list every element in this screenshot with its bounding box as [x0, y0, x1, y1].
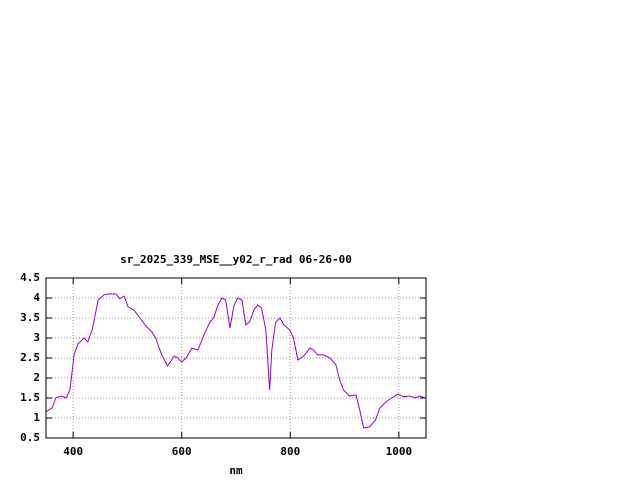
- plot-frame: [45, 277, 427, 439]
- y-tick-label: 0.5: [20, 431, 40, 444]
- data-line: [45, 293, 427, 429]
- x-axis-label: nm: [229, 464, 243, 477]
- y-tick-label: 1: [33, 411, 40, 424]
- x-tick-label: 600: [172, 445, 192, 458]
- y-tick-label: 2.5: [20, 351, 40, 364]
- y-tick-label: 4: [33, 291, 40, 304]
- x-tick-label: 400: [63, 445, 83, 458]
- y-tick-label: 1.5: [20, 391, 40, 404]
- y-tick-label: 3: [33, 331, 40, 344]
- y-tick-label: 3.5: [20, 311, 40, 324]
- y-tick-label: 4.5: [20, 271, 40, 284]
- x-tick-label: 1000: [386, 445, 413, 458]
- chart-title: sr_2025_339_MSE__y02_r_rad 06-26-00: [120, 253, 352, 266]
- x-tick-label: 800: [280, 445, 300, 458]
- y-tick-label: 2: [33, 371, 40, 384]
